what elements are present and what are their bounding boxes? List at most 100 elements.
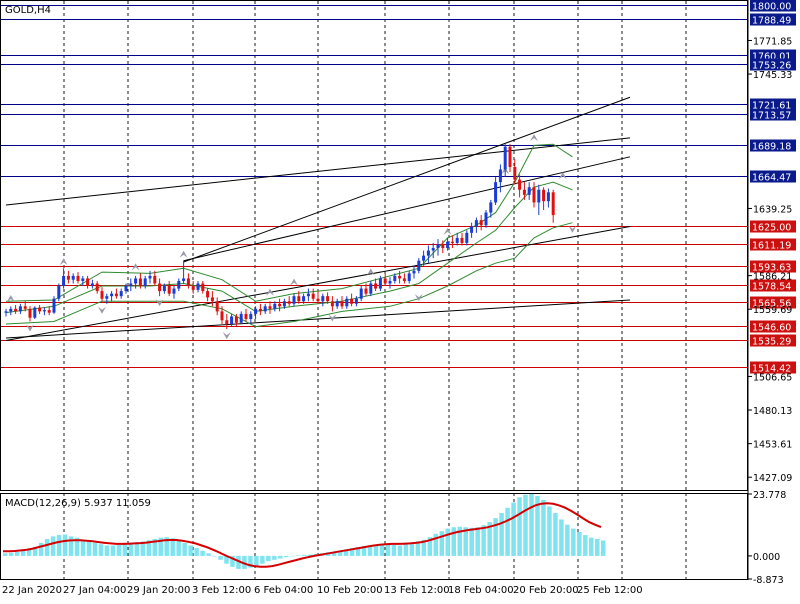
candle-body bbox=[110, 293, 114, 297]
x-axis-tick-label: 13 Feb 12:00 bbox=[384, 585, 450, 596]
macd-histogram-bar bbox=[457, 526, 462, 556]
candle-body bbox=[402, 278, 406, 281]
candle-body bbox=[167, 286, 171, 294]
candle-body bbox=[374, 283, 378, 289]
candle-body bbox=[81, 278, 85, 281]
macd-histogram-bar bbox=[26, 549, 32, 556]
macd-histogram-bar bbox=[589, 537, 594, 556]
fractal-up-marker bbox=[558, 172, 567, 180]
candle-body bbox=[297, 296, 301, 302]
x-axis-tick-label: 20 Feb 20:00 bbox=[513, 585, 579, 596]
candle-body bbox=[546, 192, 550, 202]
macd-histogram-bar bbox=[547, 506, 552, 556]
price-level-tag-label: 1664.47 bbox=[752, 173, 791, 184]
macd-histogram-bar bbox=[230, 555, 235, 567]
macd-histogram-bar bbox=[254, 555, 259, 567]
macd-histogram-bar bbox=[571, 528, 576, 556]
candle-body bbox=[210, 297, 214, 302]
candle-body bbox=[239, 313, 243, 323]
macd-histogram-bar bbox=[505, 507, 510, 556]
fractal-up-marker bbox=[179, 250, 188, 258]
candle-body bbox=[426, 250, 430, 256]
price-level-tag bbox=[750, 13, 796, 26]
macd-histogram-bar bbox=[409, 542, 415, 556]
candle-body bbox=[446, 241, 450, 249]
macd-histogram-bar bbox=[218, 555, 223, 560]
candle-body bbox=[455, 237, 459, 243]
price-level-tag-label: 1753.26 bbox=[752, 61, 791, 72]
candle-body bbox=[215, 301, 219, 312]
price-level-tag-label: 1713.57 bbox=[752, 111, 791, 122]
y-axis-tick-label: 1639.25 bbox=[753, 204, 792, 215]
candle-body bbox=[513, 166, 517, 180]
macd-histogram-bar bbox=[92, 542, 98, 556]
price-level-tag bbox=[750, 238, 796, 251]
price-level-tag bbox=[750, 296, 796, 309]
candle-body bbox=[436, 244, 440, 249]
macd-histogram-bar bbox=[20, 550, 26, 556]
price-level-tag-label: 1514.42 bbox=[752, 364, 791, 375]
candle-body bbox=[234, 316, 238, 323]
candle-body bbox=[119, 291, 123, 297]
macd-signal-line bbox=[3, 502, 602, 568]
macd-histogram-bar bbox=[182, 542, 187, 556]
macd-histogram-bar bbox=[307, 554, 313, 556]
macd-histogram-bar bbox=[421, 539, 427, 556]
macd-histogram-bar bbox=[248, 555, 253, 568]
macd-histogram-bar bbox=[110, 545, 116, 556]
candle-body bbox=[47, 310, 51, 313]
price-level-tag bbox=[750, 334, 796, 347]
candle-body bbox=[162, 286, 166, 292]
price-level-tag-label: 1578.54 bbox=[752, 282, 791, 293]
candle-body bbox=[542, 189, 546, 202]
candle-body bbox=[503, 146, 507, 170]
macd-histogram-bar bbox=[397, 545, 403, 556]
macd-histogram-bar bbox=[379, 544, 385, 556]
macd-histogram-bar bbox=[475, 527, 480, 556]
candle-body bbox=[364, 288, 368, 294]
candle-body bbox=[431, 248, 435, 251]
candle-body bbox=[330, 301, 334, 307]
candle-body bbox=[335, 301, 339, 307]
price-level-tag-label: 1625.00 bbox=[752, 223, 791, 234]
macd-histogram-bar bbox=[152, 538, 157, 556]
macd-histogram-bar bbox=[116, 544, 122, 556]
candle-body bbox=[527, 187, 531, 195]
candle-body bbox=[71, 275, 75, 280]
fractals-layer bbox=[6, 134, 577, 340]
price-level-tag bbox=[750, 170, 796, 183]
macd-histogram-bar bbox=[296, 555, 301, 556]
macd-histogram-bar bbox=[44, 538, 50, 556]
candles-layer bbox=[4, 144, 555, 330]
candle-body bbox=[177, 280, 181, 289]
macd-histogram-bar bbox=[158, 537, 163, 556]
candle-body bbox=[450, 241, 454, 243]
macd-histogram-bar bbox=[86, 541, 92, 556]
macd-histogram-bar bbox=[553, 512, 558, 556]
candle-body bbox=[86, 278, 90, 287]
y-axis-tick-label: 1506.65 bbox=[753, 372, 792, 383]
macd-histogram-bar bbox=[32, 546, 38, 556]
candle-body bbox=[518, 179, 522, 190]
candle-body bbox=[537, 189, 541, 203]
macd-histogram-bar bbox=[481, 525, 486, 556]
candle-body bbox=[100, 291, 104, 299]
candle-body bbox=[153, 275, 157, 284]
candle-body bbox=[484, 212, 488, 226]
macd-histogram-bar bbox=[8, 552, 14, 556]
candle-body bbox=[220, 311, 224, 321]
candle-body bbox=[388, 280, 392, 284]
candle-body bbox=[350, 298, 354, 304]
macd-histogram-bar bbox=[68, 536, 74, 556]
candle-body bbox=[383, 278, 387, 284]
candle-body bbox=[359, 288, 363, 299]
macd-axis-tick-label: 0.000 bbox=[753, 552, 780, 563]
macd-histogram-bar bbox=[176, 540, 181, 556]
candle-body bbox=[532, 187, 536, 203]
candle-body bbox=[38, 307, 42, 312]
x-axis-tick-label: 18 Feb 04:00 bbox=[448, 585, 514, 596]
macd-histogram-bar bbox=[391, 544, 397, 556]
candle-body bbox=[62, 275, 66, 287]
